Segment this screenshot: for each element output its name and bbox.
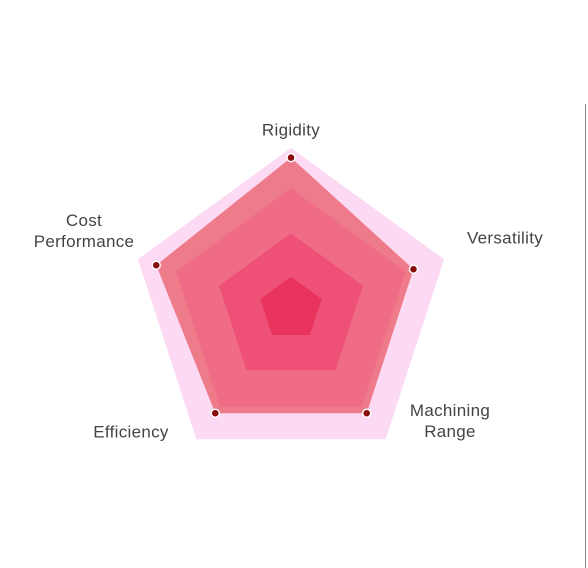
axis-label: Efficiency <box>93 422 169 442</box>
data-point <box>210 408 221 418</box>
axis-label: Machining Range <box>409 401 491 441</box>
axis-label: Cost Performance <box>33 211 135 251</box>
data-point <box>286 152 296 163</box>
data-point <box>408 264 419 274</box>
axis-label: Versatility <box>466 228 544 248</box>
data-point <box>151 260 162 270</box>
data-point <box>361 408 372 418</box>
axis-label: Rigidity <box>261 120 321 140</box>
grid-level <box>260 276 322 336</box>
